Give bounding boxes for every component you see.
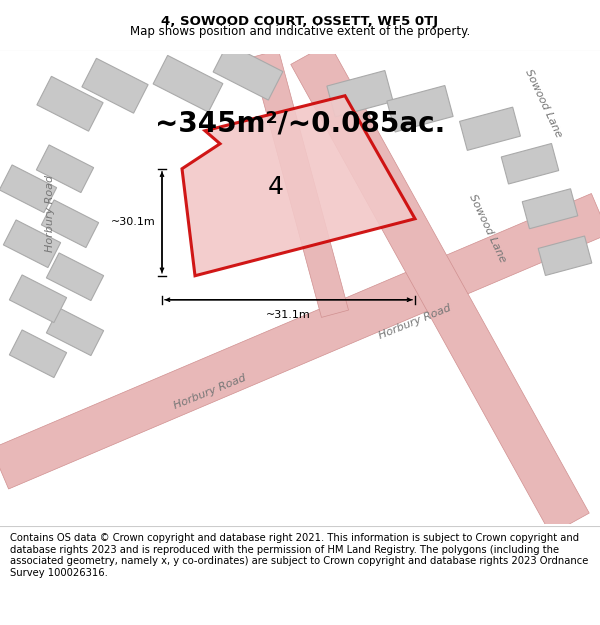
Polygon shape: [460, 107, 520, 151]
Text: Horbury Road: Horbury Road: [172, 372, 248, 411]
Polygon shape: [387, 86, 453, 132]
Text: Contains OS data © Crown copyright and database right 2021. This information is : Contains OS data © Crown copyright and d…: [10, 533, 589, 578]
Polygon shape: [213, 43, 283, 100]
Text: Horbury Road: Horbury Road: [377, 302, 452, 341]
Polygon shape: [82, 58, 148, 113]
Polygon shape: [0, 194, 600, 489]
Text: 4: 4: [268, 175, 283, 199]
Polygon shape: [37, 76, 103, 131]
Polygon shape: [522, 189, 578, 229]
Text: ~30.1m: ~30.1m: [111, 217, 156, 227]
Polygon shape: [327, 71, 393, 117]
Polygon shape: [37, 145, 94, 192]
Polygon shape: [153, 56, 223, 112]
Polygon shape: [251, 50, 349, 318]
Polygon shape: [4, 220, 61, 268]
Polygon shape: [538, 236, 592, 276]
Text: Map shows position and indicative extent of the property.: Map shows position and indicative extent…: [130, 26, 470, 39]
Text: ~345m²/~0.085ac.: ~345m²/~0.085ac.: [155, 110, 445, 138]
Polygon shape: [501, 144, 559, 184]
Polygon shape: [46, 253, 104, 301]
Polygon shape: [10, 275, 67, 322]
Text: Sowood Lane: Sowood Lane: [523, 68, 563, 139]
Text: Horbury Road: Horbury Road: [45, 175, 55, 253]
Polygon shape: [0, 165, 56, 212]
Polygon shape: [10, 330, 67, 378]
Polygon shape: [46, 308, 104, 356]
Text: 4, SOWOOD COURT, OSSETT, WF5 0TJ: 4, SOWOOD COURT, OSSETT, WF5 0TJ: [161, 16, 439, 28]
Text: Sowood Lane: Sowood Lane: [467, 193, 507, 264]
Text: ~31.1m: ~31.1m: [266, 310, 311, 320]
Polygon shape: [291, 43, 589, 534]
Polygon shape: [182, 96, 415, 276]
Polygon shape: [41, 200, 98, 248]
